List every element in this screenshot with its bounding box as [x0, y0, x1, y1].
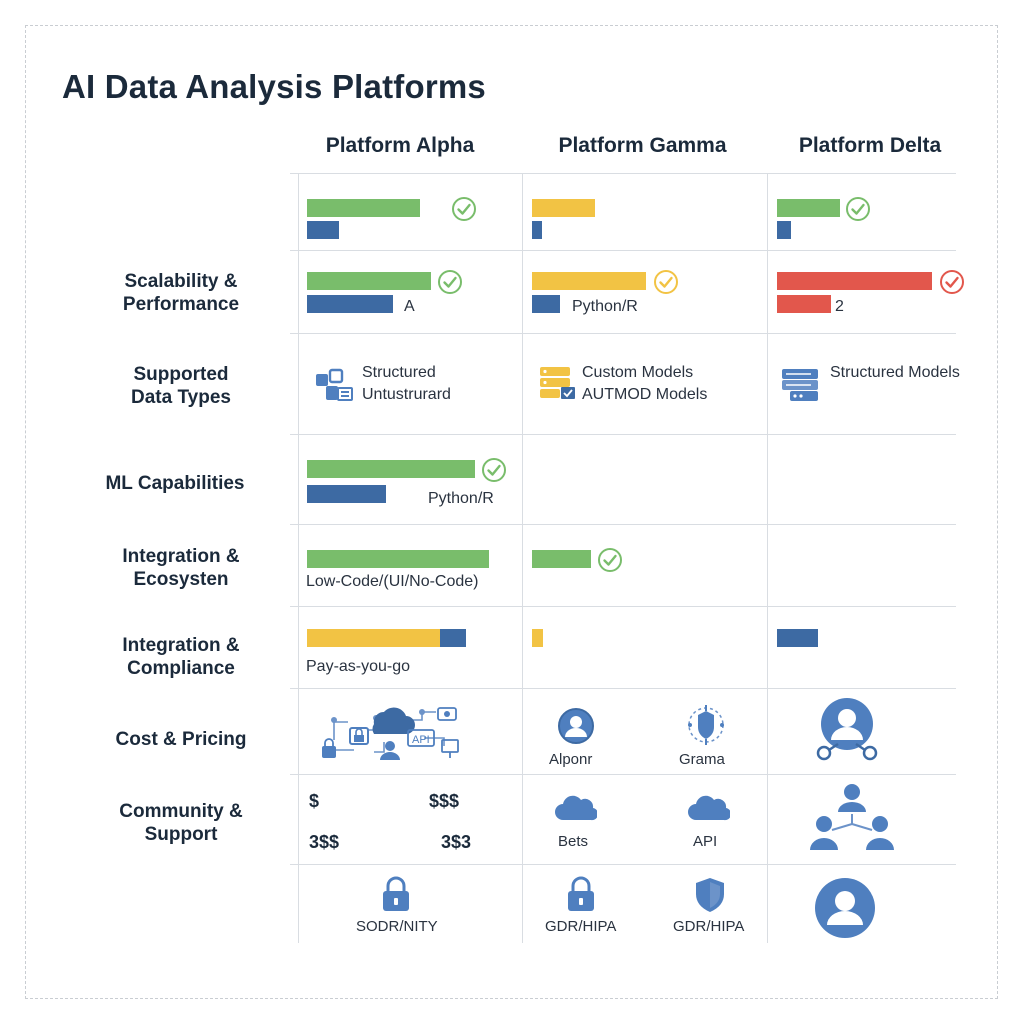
cell-gamma-r9-left-text: GDR/HIPA [545, 918, 617, 935]
bar-alpha-r1-blue [307, 221, 339, 239]
lock-icon [383, 876, 409, 911]
grid-line [290, 250, 956, 251]
grid-line [522, 173, 523, 943]
bar-gamma-r6-yellow [532, 629, 543, 647]
page-frame [25, 25, 998, 999]
cloud-icon [688, 795, 730, 821]
cell-alpha-r5-text: Low-Code/(UI/No-Code) [306, 573, 479, 590]
data-structure-icon [316, 368, 353, 401]
cell-gamma-r2-text: Python/R [572, 298, 638, 315]
user-avatar-icon [815, 878, 875, 938]
row-label-scalability: Scalability & Performance [122, 271, 240, 315]
cloud-icon [555, 795, 597, 821]
cell-gamma-r7-right-text: Grama [679, 751, 725, 768]
cost-alpha-2: $$$ [429, 791, 460, 811]
bar-delta-r2-red [777, 272, 932, 290]
cell-gamma-r3-line2: AUTMOD Models [582, 386, 708, 403]
bar-gamma-r5-green [532, 550, 591, 568]
row-label-data-types: Supported Data Types [131, 364, 231, 408]
bar-delta-r1-green [777, 199, 840, 217]
cell-alpha-r3-line1: Structured [362, 364, 436, 381]
bar-delta-r6-blue [777, 629, 818, 647]
cell-gamma-r8-left-text: Bets [558, 833, 589, 850]
grid-line [290, 333, 956, 334]
bar-gamma-r2-blue [532, 295, 560, 313]
cost-alpha-1: $ [309, 791, 320, 811]
check-icon [940, 270, 964, 294]
bar-alpha-r6-yellow [307, 629, 440, 647]
bar-delta-r2-second [777, 295, 831, 313]
cell-delta-r2-text: 2 [835, 298, 844, 315]
column-header-alpha: Platform Alpha [325, 134, 475, 157]
cell-delta-r3-line1: Structured Models [830, 364, 960, 381]
cost-alpha-3: 3$$ [309, 832, 340, 852]
page-title: AI Data Analysis Platforms [62, 68, 486, 105]
bar-alpha-r1-green [307, 199, 420, 217]
bar-alpha-r4-green [307, 460, 475, 478]
server-rack-icon [782, 369, 818, 401]
grid-line [290, 606, 956, 607]
grid-line [290, 434, 956, 435]
bar-gamma-r2-yellow [532, 272, 646, 290]
row-label-integration-ecosystem: Integration & Ecosysten [122, 546, 240, 590]
column-header-gamma: Platform Gamma [558, 134, 727, 157]
grid-line [298, 173, 299, 943]
grid-line [290, 688, 956, 689]
cell-alpha-r9-text: SODR/NITY [356, 918, 438, 935]
bar-gamma-r1-yellow [532, 199, 595, 217]
bar-alpha-r2-green [307, 272, 431, 290]
row-label-cost-pricing: Cost & Pricing [115, 729, 247, 750]
cell-gamma-r7-left-text: Alponr [549, 751, 593, 768]
check-icon [482, 458, 506, 482]
bar-alpha-r4-blue [307, 485, 386, 503]
cell-alpha-r3-line2: Untustrurard [362, 386, 451, 403]
cell-gamma-r8-right-text: API [693, 833, 718, 850]
grid-line [767, 173, 768, 943]
cost-alpha-4: 3$3 [441, 832, 472, 852]
cell-alpha-r6-text: Pay-as-you-go [306, 658, 411, 675]
bar-gamma-r1-blue [532, 221, 542, 239]
bar-alpha-r6-blue [440, 629, 466, 647]
cell-alpha-r2-text: A [404, 298, 415, 315]
lock-icon [568, 876, 594, 911]
database-grid-icon [540, 367, 575, 399]
bar-alpha-r2-blue [307, 295, 393, 313]
check-icon [452, 197, 476, 221]
api-label: API [412, 734, 430, 746]
check-icon [654, 270, 678, 294]
grid-line [290, 173, 956, 174]
cell-gamma-r9-right-text: GDR/HIPA [673, 918, 745, 935]
grid-line [290, 864, 956, 865]
bar-delta-r1-blue [777, 221, 791, 239]
row-label-community-support: Community & Support [119, 801, 243, 845]
team-hierarchy-icon [810, 784, 894, 850]
row-label-ml-capabilities: ML Capabilities [105, 473, 245, 494]
grid-line [290, 774, 956, 775]
bar-alpha-r5-green [307, 550, 489, 568]
network-cloud-icon[interactable]: API [314, 700, 474, 766]
check-icon [598, 548, 622, 572]
row-label-integration-compliance: Integration & Compliance [122, 635, 240, 679]
user-network-icon[interactable] [814, 696, 884, 762]
cell-alpha-r4-text: Python/R [428, 490, 494, 507]
grid-line [290, 524, 956, 525]
column-header-delta: Platform Delta [798, 134, 942, 157]
check-icon [846, 197, 870, 221]
check-icon [438, 270, 462, 294]
shield-icon [696, 878, 724, 912]
user-circle-icon [558, 708, 594, 744]
processor-shield-icon [688, 705, 724, 745]
cell-gamma-r3-line1: Custom Models [582, 364, 694, 381]
